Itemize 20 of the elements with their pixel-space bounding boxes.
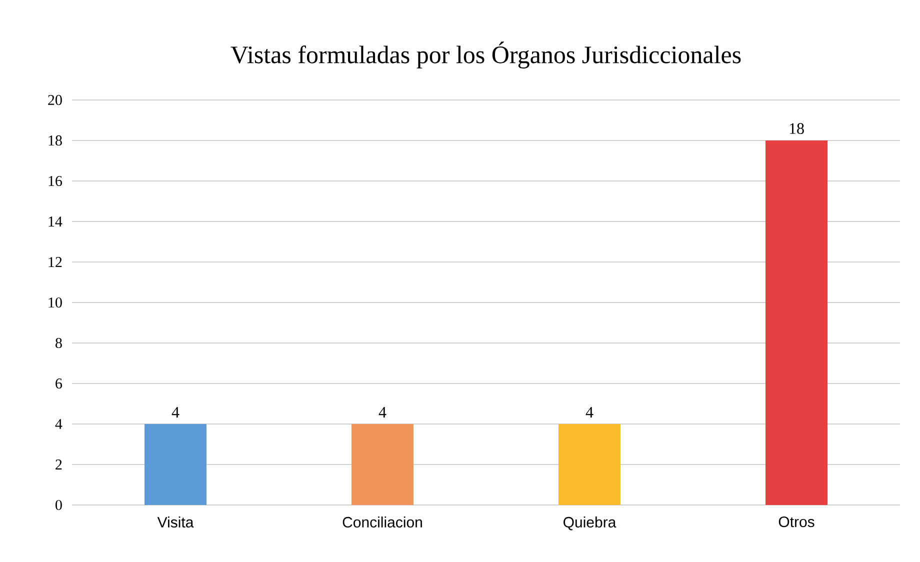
y-tick-label: 12 bbox=[48, 257, 62, 267]
x-tick-label: Visita bbox=[157, 516, 194, 528]
y-tick-label: 4 bbox=[55, 419, 62, 429]
x-tick-label: Conciliacion bbox=[342, 516, 422, 528]
data-label: 18 bbox=[790, 123, 804, 134]
y-tick-label: 18 bbox=[48, 135, 62, 146]
y-tick-label: 6 bbox=[56, 378, 62, 389]
data-label: 4 bbox=[172, 406, 180, 418]
y-tick-label: 20 bbox=[48, 94, 62, 106]
x-tick-label: Otros bbox=[778, 516, 814, 528]
x-tick-label: Quiebra bbox=[564, 516, 616, 530]
y-tick-label: 8 bbox=[56, 338, 62, 348]
data-label: 4 bbox=[378, 406, 386, 418]
y-tick-label: 2 bbox=[56, 460, 62, 470]
y-tick-label: 10 bbox=[48, 297, 62, 308]
y-tick-label: 16 bbox=[48, 176, 62, 186]
data-label: 4 bbox=[586, 406, 594, 418]
chart-title: Vistas formuladas por los Órganos Jurisdiccionales bbox=[230, 42, 741, 68]
y-tick-label: 0 bbox=[56, 500, 62, 510]
y-tick-label: 14 bbox=[48, 216, 62, 226]
